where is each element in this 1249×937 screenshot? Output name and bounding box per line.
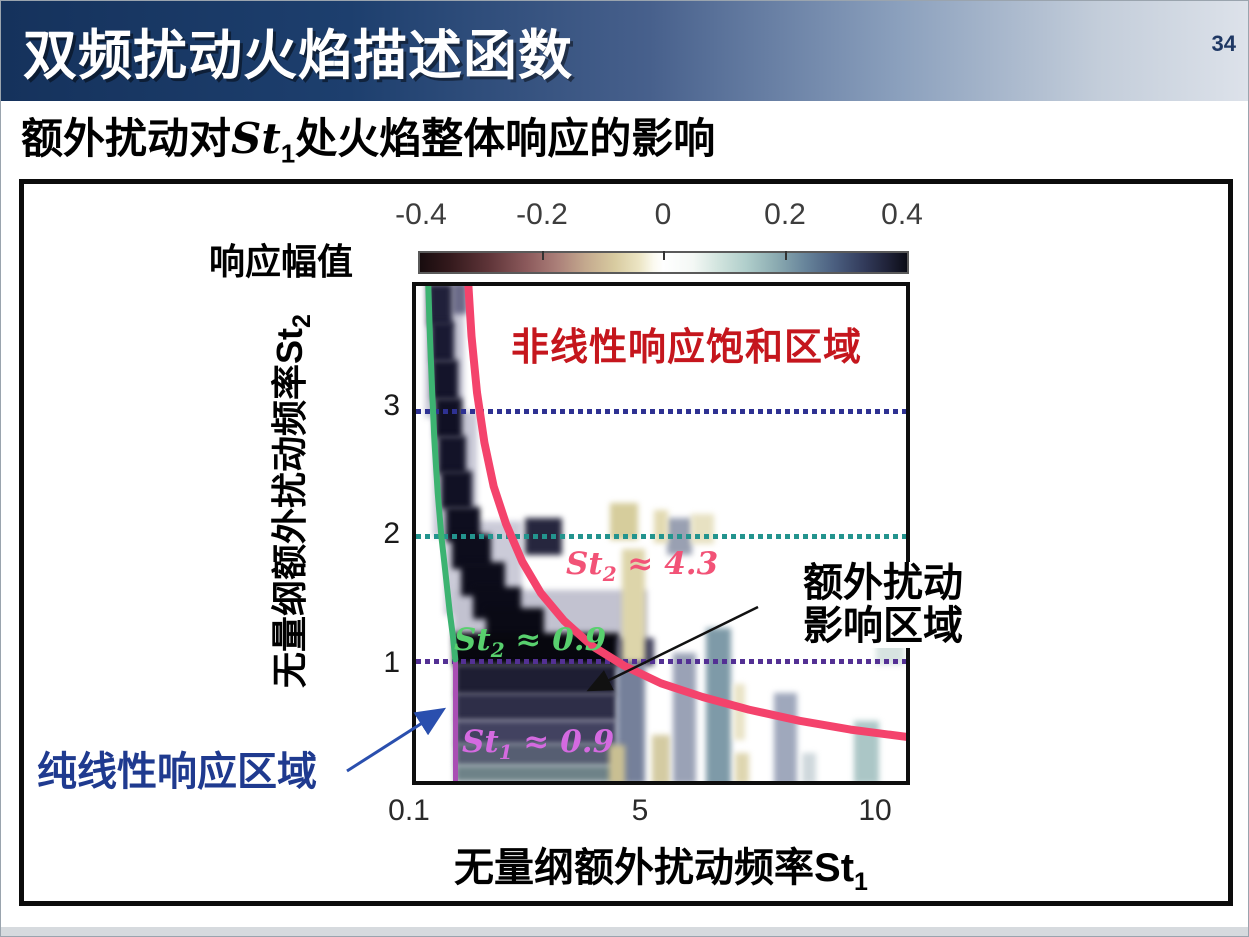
colorbar-tick-label: 0.4 (881, 198, 923, 231)
colorbar-tick-mark (785, 251, 787, 260)
y-axis-title: 无量纲额外扰动频率St2 (269, 314, 317, 688)
magenta-line-label: St1 ≈ 0.9 (462, 724, 615, 765)
subtitle-sub: 1 (280, 138, 296, 169)
heatmap-cell (432, 359, 458, 401)
colorbar-tick-label: -0.4 (395, 198, 447, 231)
green-curve-label: St2 ≈ 0.9 (454, 622, 607, 663)
subtitle-var: St (231, 114, 281, 163)
curve-green-boundary (425, 286, 459, 663)
heatmap-cell (651, 734, 671, 781)
y-tick-2: 2 (383, 517, 400, 550)
influence-region-label: 额外扰动 影响区域 (785, 561, 981, 649)
dotted-gridline (416, 534, 906, 540)
heatmap-cell (430, 322, 454, 363)
plot-area: 非线性响应饱和区域 St2 ≈ 4.3 St2 ≈ 0.9 St1 ≈ 0.9 (412, 282, 910, 785)
page-number: 34 (1211, 31, 1236, 56)
pink-curve-label: St2 ≈ 4.3 (566, 546, 719, 587)
heatmap-cell (455, 719, 618, 745)
heatmap-cell (434, 397, 462, 438)
x-tick-0.1: 0.1 (388, 794, 430, 827)
heatmap-cell (734, 752, 749, 781)
slide-title: 双频扰动火焰描述函数 (23, 26, 573, 86)
x-tick-5: 5 (631, 794, 649, 827)
x-axis-title: 无量纲额外扰动频率St1 (454, 846, 868, 896)
x-tick-10: 10 (858, 794, 892, 827)
heatmap-cell (608, 744, 626, 781)
heatmap-cell (455, 764, 618, 781)
heatmap-cell (455, 693, 618, 721)
curve-pink-boundary (464, 286, 906, 741)
colorbar-tick-label: 0.2 (764, 198, 806, 231)
heatmap-cell (452, 286, 467, 315)
linear-region-label: 纯线性响应区域 (37, 750, 317, 794)
heatmap-cell (437, 436, 467, 474)
heatmap-cell (428, 286, 452, 327)
subtitle-suffix: 处火焰整体响应的影响 (295, 115, 716, 162)
colorbar-title: 响应幅值 (209, 241, 354, 282)
heatmap-cell (455, 743, 618, 766)
colorbar-tick-mark (542, 251, 544, 260)
dotted-gridline (416, 408, 906, 414)
y-tick-1: 1 (383, 646, 400, 679)
slide-bottom-edge (1, 927, 1248, 936)
heatmap-cell (440, 471, 473, 510)
colorbar-tick-label: 0 (654, 198, 672, 231)
colorbar-tick-label: -0.2 (516, 198, 568, 231)
header-band: 双频扰动火焰描述函数 34 (1, 1, 1248, 101)
vertical-marker-line (452, 659, 458, 781)
heatmap-cell (733, 683, 746, 741)
boundary-curves (425, 286, 906, 741)
colorbar-tick-mark (663, 251, 665, 260)
heatmap-cell (801, 752, 816, 781)
slide-subtitle: 额外扰动对St1处火焰整体响应的影响 (21, 105, 715, 169)
subtitle-prefix: 额外扰动对 (21, 115, 232, 162)
y-tick-3: 3 (383, 389, 400, 422)
saturation-region-label: 非线性响应饱和区域 (511, 327, 863, 369)
